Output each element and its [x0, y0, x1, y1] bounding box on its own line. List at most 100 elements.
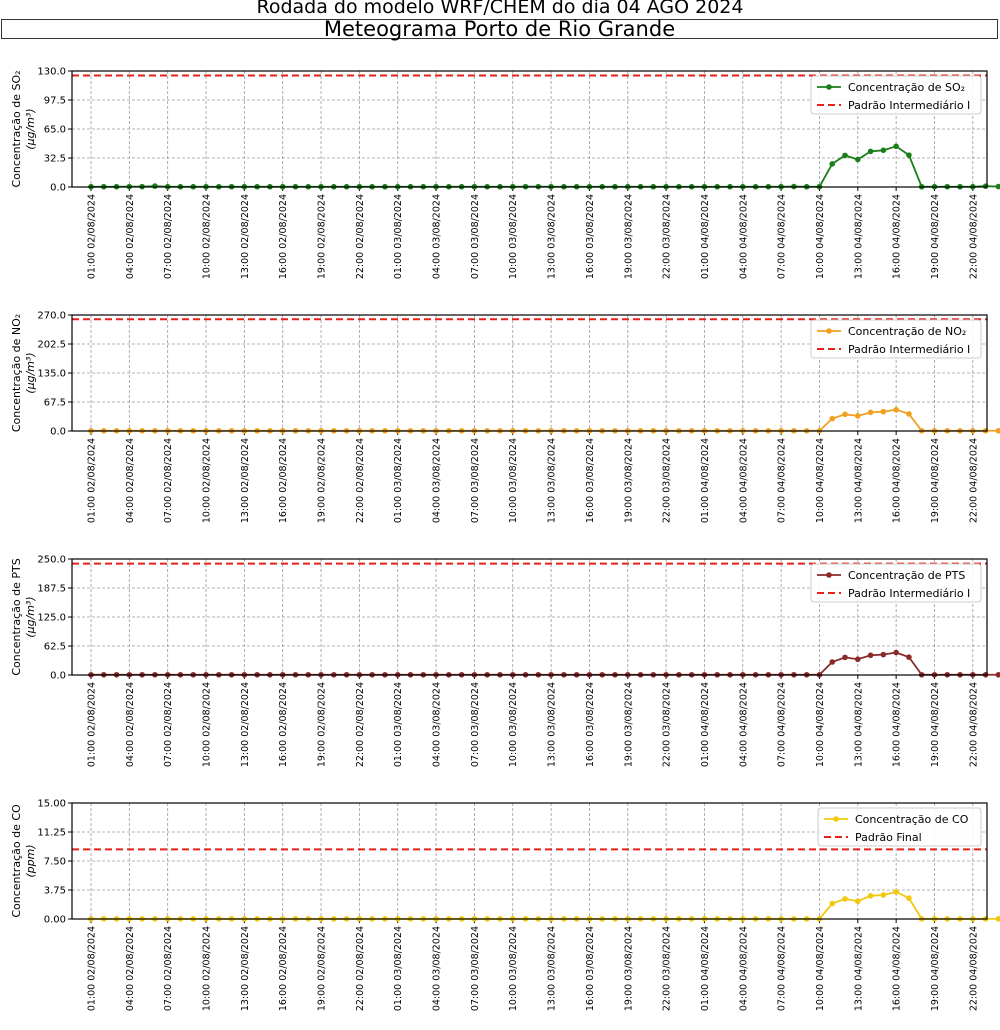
y-axis-unit: (µg/m³) [24, 352, 37, 393]
x-tick-label: 19:00 02/08/2024 [317, 926, 328, 1011]
x-tick-label: 04:00 04/08/2024 [738, 926, 749, 1011]
x-tick-label: 16:00 04/08/2024 [892, 438, 903, 523]
x-tick-label: 22:00 02/08/2024 [355, 194, 366, 279]
chart-panel-4: 0.00 3.75 7.50 11.25 15.00 01:00 02/08/2024 04… [10, 799, 1000, 1011]
legend-series-marker [833, 816, 839, 822]
data-point-63 [893, 649, 899, 656]
x-tick-label: 19:00 04/08/2024 [930, 194, 941, 279]
x-tick-label: 04:00 02/08/2024 [125, 438, 136, 523]
x-tick-label: 07:00 03/08/2024 [470, 926, 481, 1011]
x-tick-label: 16:00 04/08/2024 [892, 926, 903, 1011]
data-point-58 [829, 900, 836, 907]
x-tick-label: 22:00 03/08/2024 [662, 926, 673, 1011]
data-point-62 [880, 651, 887, 658]
data-point-60 [855, 413, 861, 419]
x-tick-label: 22:00 02/08/2024 [355, 438, 366, 523]
x-tick-label: 22:00 04/08/2024 [968, 438, 979, 523]
legend-series-label: Concentração de SO₂ [848, 81, 965, 94]
data-point-59 [842, 654, 848, 661]
x-tick-label: 16:00 04/08/2024 [892, 682, 903, 767]
x-tick-label: 19:00 04/08/2024 [930, 682, 941, 767]
chart-panel-1: 0.0 32.5 65.0 97.5 130.0 01:00 02/08/2024 04:0… [10, 67, 1000, 279]
legend-box [810, 563, 982, 603]
data-point-71 [995, 183, 1000, 190]
x-tick-label: 01:00 02/08/2024 [87, 926, 98, 1011]
x-tick-label: 22:00 03/08/2024 [662, 682, 673, 767]
x-tick-label: 01:00 04/08/2024 [700, 438, 711, 523]
y-tick-label: 0.0 [50, 671, 66, 682]
plot-frame [71, 802, 988, 920]
legend-threshold-label: Padrão Intermediário I [848, 99, 970, 112]
x-tick-label: 07:00 02/08/2024 [163, 438, 174, 523]
y-tick-label: 15.00 [37, 799, 66, 810]
data-point-71 [995, 916, 1000, 922]
legend-threshold-label: Padrão Final [855, 831, 922, 844]
x-tick-label: 16:00 03/08/2024 [585, 438, 596, 523]
y-tick-label: 250.0 [37, 555, 66, 566]
x-tick-label: 16:00 02/08/2024 [278, 194, 289, 279]
x-tick-label: 01:00 03/08/2024 [393, 438, 404, 523]
x-tick-label: 04:00 02/08/2024 [125, 926, 136, 1011]
y-tick-label: 270.0 [37, 311, 66, 322]
x-tick-label: 19:00 04/08/2024 [930, 438, 941, 523]
y-tick-label: 135.0 [37, 369, 66, 380]
legend-series-label: Concentração de NO₂ [848, 325, 966, 338]
data-point-71 [995, 427, 1000, 434]
x-tick-label: 22:00 02/08/2024 [355, 682, 366, 767]
x-tick-label: 10:00 02/08/2024 [202, 926, 213, 1011]
x-tick-label: 04:00 04/08/2024 [738, 682, 749, 767]
main-title: Rodada do modelo WRF/CHEM do dia 04 AGO … [256, 0, 744, 18]
x-tick-label: 10:00 02/08/2024 [202, 194, 213, 279]
x-tick-label: 19:00 02/08/2024 [317, 438, 328, 523]
subtitle: Meteograma Porto de Rio Grande [323, 17, 676, 41]
x-tick-label: 04:00 03/08/2024 [432, 682, 443, 767]
legend: Concentração de CO Padrão Final [817, 807, 982, 847]
x-tick-label: 07:00 04/08/2024 [777, 926, 788, 1011]
data-point-58 [829, 161, 836, 167]
y-tick-label: 3.75 [44, 886, 66, 897]
x-tick-label: 10:00 04/08/2024 [815, 682, 826, 767]
y-tick-label: 62.5 [44, 642, 66, 653]
plot-frame [71, 314, 988, 432]
x-tick-label: 10:00 02/08/2024 [202, 438, 213, 523]
plot-frame [71, 558, 988, 676]
data-point-61 [867, 409, 874, 416]
x-tick-label: 10:00 03/08/2024 [508, 438, 519, 523]
data-point-64 [906, 152, 912, 158]
x-tick-label: 04:00 03/08/2024 [432, 194, 443, 279]
x-tick-label: 04:00 03/08/2024 [432, 926, 443, 1011]
y-axis-unit: (µg/m³) [24, 108, 37, 149]
x-tick-label: 13:00 02/08/2024 [240, 682, 251, 767]
y-tick-label: 125.0 [37, 613, 66, 624]
x-tick-label: 22:00 03/08/2024 [662, 194, 673, 279]
y-axis-label: Concentração de SO₂ [10, 70, 23, 187]
x-tick-label: 13:00 04/08/2024 [853, 194, 864, 279]
x-tick-label: 22:00 04/08/2024 [968, 926, 979, 1011]
data-point-59 [842, 411, 848, 418]
legend-threshold-label: Padrão Intermediário I [848, 343, 970, 356]
x-tick-label: 07:00 02/08/2024 [163, 926, 174, 1011]
x-tick-label: 13:00 03/08/2024 [547, 682, 558, 767]
x-tick-label: 07:00 03/08/2024 [470, 194, 481, 279]
legend-series-marker [826, 328, 832, 334]
x-tick-label: 04:00 02/08/2024 [125, 682, 136, 767]
data-point-62 [880, 147, 887, 154]
x-tick-label: 22:00 02/08/2024 [355, 926, 366, 1011]
y-tick-label: 65.0 [44, 125, 66, 136]
legend-box [817, 807, 982, 847]
legend: Concentração de PTS Padrão Intermediário … [810, 563, 982, 603]
x-tick-label: 10:00 04/08/2024 [815, 194, 826, 279]
series-line [91, 651, 1000, 676]
data-point-63 [893, 406, 899, 413]
x-tick-label: 10:00 04/08/2024 [815, 926, 826, 1011]
x-tick-label: 07:00 02/08/2024 [163, 194, 174, 279]
data-point-60 [855, 898, 861, 905]
x-tick-label: 16:00 02/08/2024 [278, 926, 289, 1011]
x-tick-label: 22:00 03/08/2024 [662, 438, 673, 523]
data-point-71 [995, 671, 1000, 678]
data-point-60 [855, 156, 861, 163]
y-axis-unit: (µg/m³) [24, 596, 37, 637]
y-tick-label: 67.5 [44, 398, 66, 409]
legend: Concentração de NO₂ Padrão Intermediário … [810, 319, 982, 359]
